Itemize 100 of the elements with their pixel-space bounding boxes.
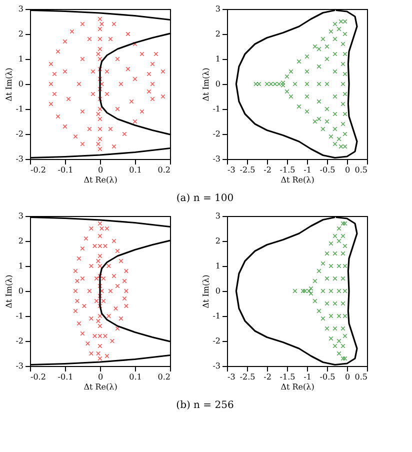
x-axis-title: Δt Re(λ) [84, 176, 118, 184]
point [328, 314, 334, 318]
point [342, 334, 348, 338]
point [324, 326, 330, 331]
y-tick-label: 1 [18, 54, 24, 64]
point [340, 301, 346, 306]
point [308, 291, 314, 296]
point [332, 344, 338, 348]
point [340, 234, 346, 238]
y-tick-label: -3 [212, 154, 220, 164]
x-tick-label: -3 [228, 166, 236, 174]
point [302, 288, 308, 294]
point [312, 278, 318, 284]
point [332, 326, 338, 331]
point [328, 241, 334, 246]
x-tick-label: -1.5 [280, 166, 296, 174]
y-tick-label: -1 [212, 312, 220, 320]
y-tick-label: 3 [18, 4, 24, 14]
point [328, 336, 334, 341]
point [324, 301, 330, 306]
point [336, 226, 342, 231]
x-tick-label: 0 [98, 372, 104, 382]
y-axis-title: Δt Im(λ) [202, 274, 211, 308]
x-tick-label: 0.2 [158, 372, 170, 382]
x-tick-label: 0 [98, 166, 104, 174]
point [340, 251, 346, 256]
point [336, 238, 342, 244]
point [324, 276, 330, 281]
x-axis-title: Δt Re(λ) [84, 382, 118, 392]
y-tick-label: 1 [18, 262, 24, 270]
y-tick-label: -1 [16, 104, 24, 114]
text: (a) n = 100 [176, 193, 234, 204]
x-tick-label: 0.5 [354, 166, 368, 174]
x-tick-label: -0.5 [320, 166, 336, 174]
point [292, 288, 298, 294]
x-tick-label: 0.1 [129, 372, 142, 382]
y-tick-label: -2 [16, 130, 24, 138]
x-tick-label: 0.5 [354, 372, 368, 382]
x-tick-label: -0.2 [30, 166, 46, 174]
x-tick-label: 0.2 [158, 166, 170, 174]
x-axis-title: Δt Re(λ) [280, 176, 314, 184]
y-tick-label: -3 [212, 362, 220, 370]
x-tick-label: -1 [304, 372, 312, 382]
y-tick-label: 2 [215, 30, 220, 38]
x-tick-label: -2 [264, 166, 272, 174]
point [340, 356, 346, 361]
x-tick-label: -1.5 [280, 372, 296, 382]
point [342, 244, 348, 248]
y-axis-title: Δt Im(λ) [4, 274, 14, 308]
point [320, 316, 326, 321]
y-tick-label: 3 [215, 212, 220, 220]
y-tick-label: 1 [215, 262, 220, 270]
x-tick-label: -2 [264, 372, 272, 382]
point [336, 338, 342, 344]
y-tick-label: -2 [16, 336, 24, 346]
point [340, 276, 346, 281]
y-tick-label: 3 [215, 4, 220, 14]
y-tick-label: 0 [215, 286, 220, 296]
point [308, 286, 314, 291]
point [316, 308, 322, 314]
point [340, 344, 346, 348]
point [324, 251, 330, 256]
point [328, 264, 334, 268]
x-tick-label: -2.5 [240, 372, 256, 382]
y-tick-label: -1 [212, 104, 220, 114]
y-tick-label: 0 [18, 286, 24, 296]
y-tick-label: -2 [212, 336, 220, 346]
y-tick-label: 2 [18, 30, 24, 38]
x-tick-label: -1 [304, 166, 312, 174]
y-tick-label: -3 [16, 362, 24, 370]
x-tick-label: 0 [344, 166, 350, 174]
text: (b) n = 256 [176, 400, 234, 411]
x-tick-label: -2.5 [240, 166, 256, 174]
point [316, 268, 322, 274]
x-tick-label: 0 [344, 372, 350, 382]
x-tick-label: 0.1 [129, 166, 142, 174]
y-tick-label: 0 [215, 80, 220, 88]
x-tick-label: -0.1 [58, 372, 74, 382]
x-tick-label: -0.5 [320, 372, 336, 382]
point [332, 234, 338, 238]
point [332, 251, 338, 256]
y-axis-title: Δt Im(λ) [4, 68, 14, 102]
x-tick-label: -0.1 [58, 166, 74, 174]
point [336, 351, 342, 356]
point [340, 221, 346, 226]
x-tick-label: -0.2 [30, 372, 46, 382]
y-tick-label: -1 [16, 312, 24, 320]
y-tick-label: -2 [212, 130, 220, 138]
y-tick-label: 1 [215, 54, 220, 64]
point [340, 326, 346, 331]
point [342, 356, 348, 361]
y-tick-label: 0 [18, 80, 24, 88]
point [332, 301, 338, 306]
x-axis-title: Δt Re(λ) [280, 382, 314, 392]
y-tick-label: 3 [18, 212, 24, 220]
point [320, 288, 326, 294]
y-tick-label: 2 [18, 236, 24, 246]
x-tick-label: -3 [228, 372, 236, 382]
point [328, 288, 334, 294]
y-tick-label: -3 [16, 154, 24, 164]
